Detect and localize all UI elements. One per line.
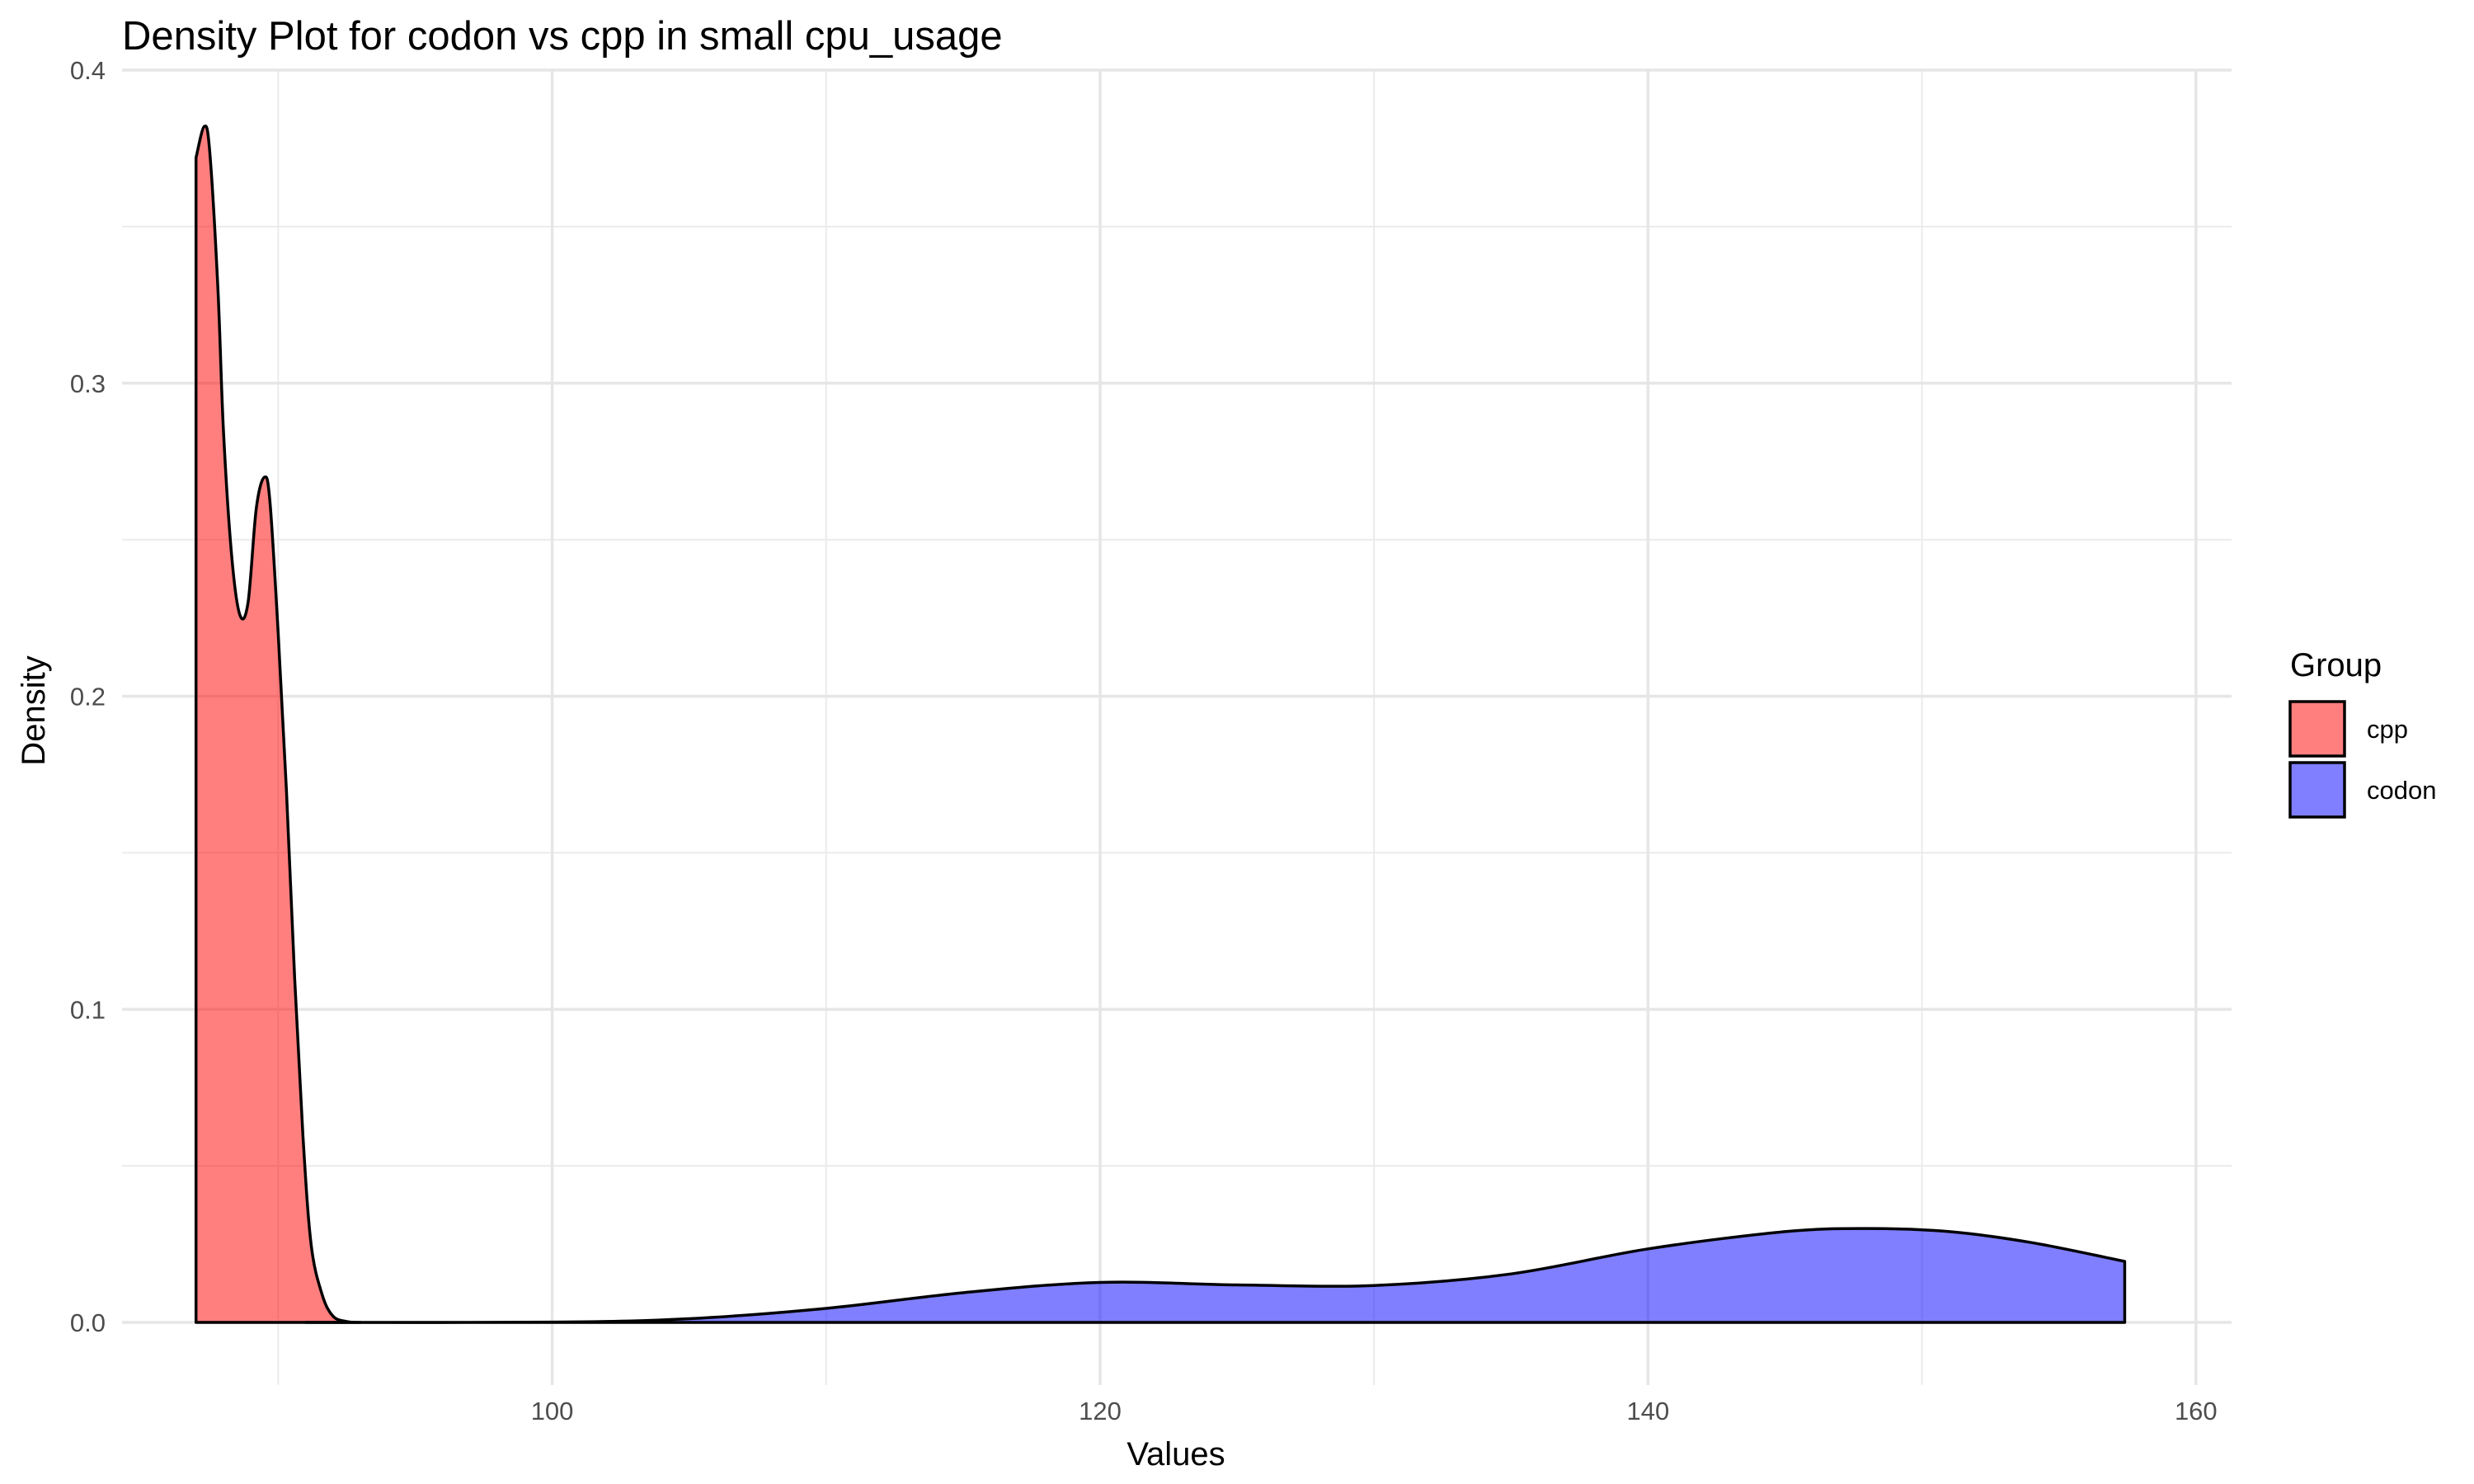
legend: Group cpp codon [2288, 647, 2436, 819]
legend-key-codon [2288, 761, 2346, 819]
y-tick-label: 0.0 [70, 1308, 106, 1337]
x-tick-label: 140 [1627, 1397, 1670, 1425]
legend-label-codon: codon [2367, 776, 2436, 805]
density-area-codon [305, 1228, 2125, 1323]
legend-key-cpp [2288, 700, 2346, 758]
legend-title: Group [2290, 647, 2382, 683]
y-tick-label: 0.1 [70, 995, 106, 1024]
chart-title: Density Plot for codon vs cpp in small c… [122, 14, 1003, 59]
x-tick-label: 100 [531, 1397, 574, 1425]
density-area-cpp [195, 125, 361, 1323]
x-axis-title: Values [1126, 1436, 1225, 1472]
y-axis-ticks: 0.0 0.1 0.2 0.3 0.4 [70, 56, 106, 1337]
grid [122, 68, 2232, 1385]
density-outline-codon [303, 1227, 2127, 1324]
y-tick-label: 0.3 [70, 369, 106, 398]
density-areas [194, 124, 2127, 1324]
legend-label-cpp: cpp [2367, 715, 2408, 744]
x-axis-ticks: 100 120 140 160 [531, 1397, 2218, 1425]
density-outline-cpp [194, 124, 362, 1324]
x-tick-label: 120 [1079, 1397, 1122, 1425]
y-tick-label: 0.2 [70, 683, 106, 711]
y-tick-label: 0.4 [70, 56, 106, 85]
x-tick-label: 160 [2175, 1397, 2218, 1425]
y-axis-title: Density [16, 655, 52, 765]
